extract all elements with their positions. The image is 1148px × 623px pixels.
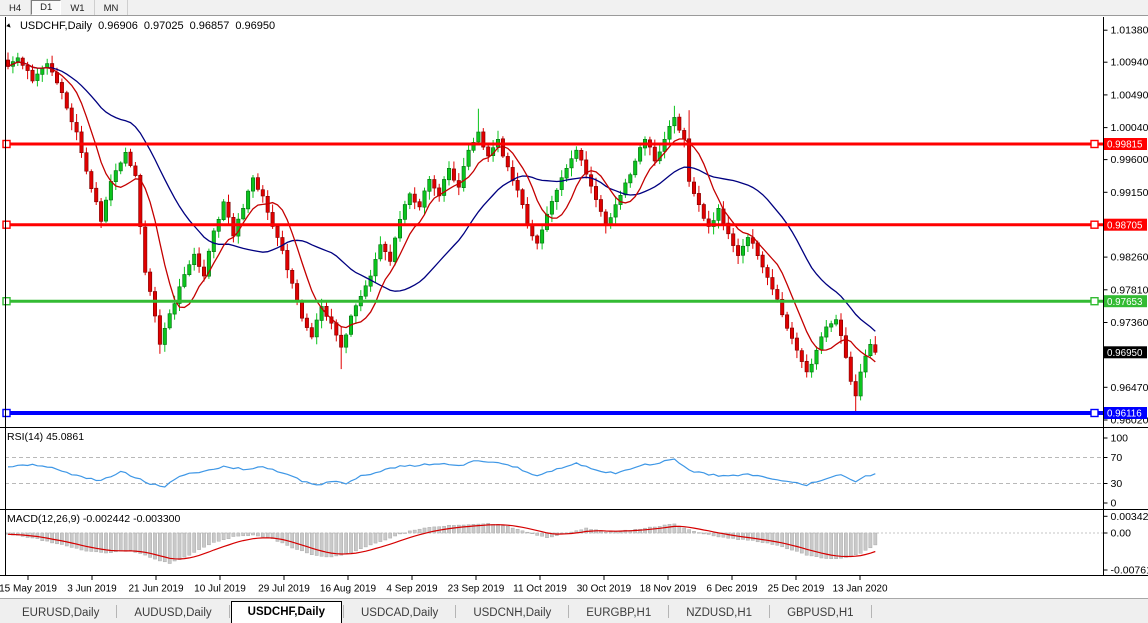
svg-text:0.96470: 0.96470 xyxy=(1111,382,1148,394)
svg-text:23 Sep 2019: 23 Sep 2019 xyxy=(448,584,505,595)
timeframe-tab-w1[interactable]: W1 xyxy=(61,0,95,15)
chart-header: ▼ USDCHF,Daily 0.96906 0.97025 0.96857 0… xyxy=(4,20,276,32)
svg-text:0.98705: 0.98705 xyxy=(1107,220,1143,231)
svg-text:6 Dec 2019: 6 Dec 2019 xyxy=(706,584,758,595)
svg-text:1.00040: 1.00040 xyxy=(1111,122,1148,134)
svg-text:0.97653: 0.97653 xyxy=(1107,297,1143,308)
svg-text:0.99600: 0.99600 xyxy=(1111,154,1148,166)
tab-separator xyxy=(455,605,457,618)
tab-separator xyxy=(568,605,570,618)
svg-text:13 Jan 2020: 13 Jan 2020 xyxy=(832,584,887,595)
svg-text:0.97810: 0.97810 xyxy=(1111,284,1148,296)
svg-text:0: 0 xyxy=(1111,498,1117,510)
svg-text:70: 70 xyxy=(1111,452,1123,464)
svg-text:100: 100 xyxy=(1111,433,1129,445)
svg-text:4 Sep 2019: 4 Sep 2019 xyxy=(386,584,438,595)
ohlc-low-value: 0.96857 xyxy=(189,20,230,32)
tab-separator xyxy=(116,605,118,618)
timeframe-tab-h4[interactable]: H4 xyxy=(0,0,32,15)
symbol-tab-eurusd[interactable]: EURUSD,Daily xyxy=(22,607,100,619)
ohlc-high-value: 0.97025 xyxy=(143,20,184,32)
svg-text:11 Oct 2019: 11 Oct 2019 xyxy=(513,584,567,595)
timeframe-toolbar: H4 D1 W1 MN xyxy=(0,0,1148,16)
rsi-label: RSI(14) 45.0861 xyxy=(7,431,85,443)
svg-text:0.99815: 0.99815 xyxy=(1107,140,1143,151)
svg-text:18 Nov 2019: 18 Nov 2019 xyxy=(640,584,697,595)
svg-text:0.96116: 0.96116 xyxy=(1107,409,1142,420)
ohlc-close-value: 0.96950 xyxy=(235,20,276,32)
svg-text:1.00490: 1.00490 xyxy=(1111,89,1148,101)
tab-separator xyxy=(769,605,771,618)
tab-separator xyxy=(870,605,872,618)
svg-text:0.003428: 0.003428 xyxy=(1111,511,1148,523)
symbol-tab-nzdusd[interactable]: NZDUSD,H1 xyxy=(686,607,753,619)
chart-canvas[interactable]: 1.01380 1.00940 1.00490 1.00040 0.99600 0.991… xyxy=(0,16,1148,598)
chart-symbol-label: USDCHF,Daily xyxy=(19,20,93,32)
tab-separator xyxy=(228,605,230,618)
svg-text:0.96950: 0.96950 xyxy=(1107,348,1143,359)
svg-text:1.01380: 1.01380 xyxy=(1111,25,1148,37)
svg-text:10 Jul 2019: 10 Jul 2019 xyxy=(194,584,246,595)
symbol-tab-eurgbp[interactable]: EURGBP,H1 xyxy=(586,607,652,619)
macd-label: MACD(12,26,9) -0.002442 -0.003300 xyxy=(7,513,181,525)
svg-text:0.97360: 0.97360 xyxy=(1111,317,1148,329)
tab-separator xyxy=(342,605,344,618)
chart-region: 1.01380 1.00940 1.00490 1.00040 0.99600 0.991… xyxy=(0,16,1148,598)
symbol-tab-audusd[interactable]: AUDUSD,Daily xyxy=(134,607,212,619)
svg-text:0.00: 0.00 xyxy=(1111,528,1132,540)
svg-text:16 Aug 2019: 16 Aug 2019 xyxy=(320,584,377,595)
timeframe-tab-d1[interactable]: D1 xyxy=(31,0,62,15)
svg-text:1.00940: 1.00940 xyxy=(1111,57,1148,69)
symbol-tab-usdchf[interactable]: USDCHF,Daily xyxy=(230,601,342,623)
svg-text:25 Dec 2019: 25 Dec 2019 xyxy=(768,584,825,595)
symbol-tab-usdcnh[interactable]: USDCNH,Daily xyxy=(473,607,552,619)
svg-text:30: 30 xyxy=(1111,478,1123,490)
symbol-tab-gbpusd[interactable]: GBPUSD,H1 xyxy=(787,607,854,619)
svg-text:0.99150: 0.99150 xyxy=(1111,187,1148,199)
symbol-tab-bar: EURUSD,Daily AUDUSD,Daily USDCHF,Daily USDC… xyxy=(0,598,1148,623)
timeframe-tab-mn[interactable]: MN xyxy=(95,0,129,15)
svg-text:0.98260: 0.98260 xyxy=(1111,252,1148,264)
tab-separator xyxy=(668,605,670,618)
svg-text:29 Jul 2019: 29 Jul 2019 xyxy=(258,584,310,595)
svg-text:30 Oct 2019: 30 Oct 2019 xyxy=(577,584,632,595)
svg-text:21 Jun 2019: 21 Jun 2019 xyxy=(128,584,183,595)
chart-collapse-arrow-icon[interactable]: ▼ xyxy=(4,21,15,31)
ohlc-open-value: 0.96906 xyxy=(98,20,138,32)
svg-text:15 May 2019: 15 May 2019 xyxy=(0,584,57,595)
svg-text:3 Jun 2019: 3 Jun 2019 xyxy=(67,584,117,595)
symbol-tab-usdcad[interactable]: USDCAD,Daily xyxy=(360,607,439,619)
